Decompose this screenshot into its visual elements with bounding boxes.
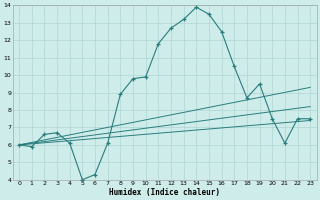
X-axis label: Humidex (Indice chaleur): Humidex (Indice chaleur) xyxy=(109,188,220,197)
